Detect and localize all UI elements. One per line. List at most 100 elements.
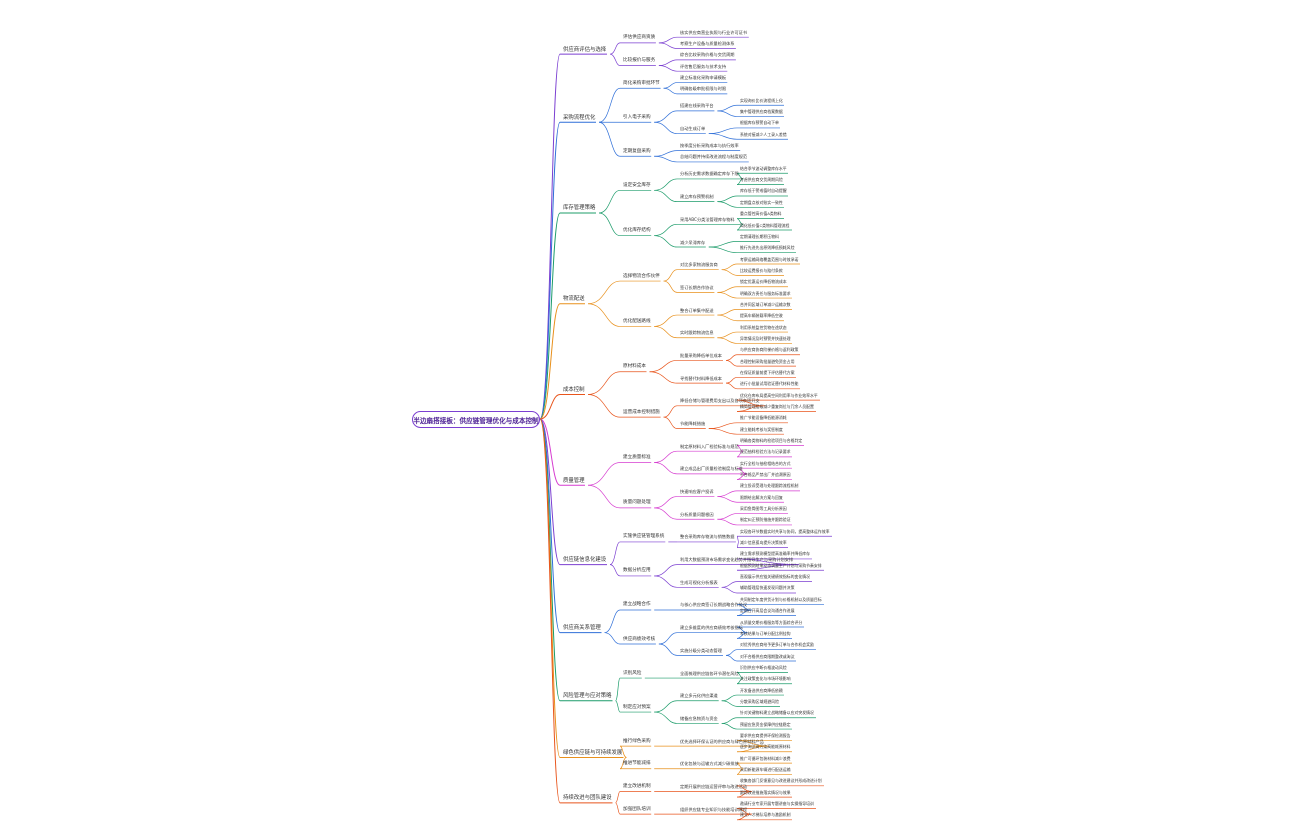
leaf-topic[interactable]: 推广可循环包装材料减少浪费	[740, 755, 791, 761]
leaf-topic[interactable]: 优化包装与运输方式减少碳排放	[680, 761, 739, 767]
leaf-topic[interactable]: 分析历史需求数据确定库存下限	[680, 171, 739, 177]
leaf-topic[interactable]: 系统对接减少人工录入差错	[740, 131, 787, 137]
leaf-topic[interactable]: 邀请行业专家开展专题讲座与实操指导培训	[740, 800, 814, 806]
leaf-topic[interactable]: 进行小批量试用验证替代材料性能	[740, 381, 799, 387]
leaf-topic[interactable]: 库存低于警戒值时自动提醒	[740, 188, 787, 194]
leaf-topic[interactable]: 建立库存预警机制	[680, 194, 714, 200]
leaf-topic[interactable]: 寻找替代材料降低成本	[680, 375, 722, 381]
leaf-topic[interactable]: 全面梳理供应链各环节潜在风险	[680, 670, 739, 676]
leaf-topic[interactable]: 收集各部门反馈意见与改进建议并形成改进计划	[740, 778, 822, 784]
leaf-topic[interactable]: 开发备选供应商降低依赖	[740, 687, 783, 693]
leaf-topic[interactable]: 优先选择环保认证的供应商与绿色原材料产品	[680, 738, 764, 744]
leaf-topic[interactable]: 考察运输网络覆盖范围与时效承诺	[740, 256, 799, 262]
leaf-topic[interactable]: 逐步淘汰高污染高能耗原材料	[740, 744, 791, 750]
subtopic[interactable]: 简化采购审批环节	[623, 80, 660, 86]
leaf-topic[interactable]: 比较运费报价与赔付条款	[740, 267, 783, 273]
leaf-topic[interactable]: 提高车辆装载率降低空驶	[740, 313, 783, 319]
leaf-topic[interactable]: 推行先进先出原则降低损耗风险	[740, 245, 795, 251]
leaf-topic[interactable]: 根据库存预警自动下单	[740, 120, 779, 126]
leaf-topic[interactable]: 综合比较采购价格与交货周期	[680, 52, 735, 58]
leaf-topic[interactable]: 不合格品严禁出厂并追溯原因	[740, 472, 791, 478]
main-branch-topic[interactable]: 绿色供应链与可持续发展	[563, 749, 623, 756]
leaf-topic[interactable]: 关注政策变化与市场环境影响	[740, 676, 791, 682]
leaf-topic[interactable]: 采用新能源车辆进行配送运输	[740, 766, 791, 772]
subtopic[interactable]: 建立质量标准	[623, 455, 651, 461]
leaf-topic[interactable]: 识别供应中断价格波动风险	[740, 664, 787, 670]
leaf-topic[interactable]: 签订长期合作协议	[680, 284, 714, 290]
leaf-topic[interactable]: 利用大数据预测市场需求变化趋势并指导生产与采购计划安排	[680, 557, 794, 563]
leaf-topic[interactable]: 考核结果与订单分配比例挂钩	[740, 630, 791, 636]
leaf-topic[interactable]: 减少信息孤岛提升决策效率	[740, 540, 787, 546]
leaf-topic[interactable]: 定期盘点核对账实一致性	[740, 199, 783, 205]
subtopic[interactable]: 推行绿色采购	[623, 738, 651, 744]
leaf-topic[interactable]: 共同制定年度供货计划与价格机制以及质量目标	[740, 596, 822, 602]
leaf-topic[interactable]: 集中管理供应商档案数据	[740, 109, 783, 115]
leaf-topic[interactable]: 核实供应商营业执照与行业许可证书	[680, 29, 748, 35]
leaf-topic[interactable]: 限期给出解决方案与回复	[740, 494, 783, 500]
main-branch-topic[interactable]: 供应商评估与选择	[563, 46, 607, 53]
leaf-topic[interactable]: 制定原材料入厂检验标准与规范	[680, 443, 739, 449]
subtopic[interactable]: 比较报价与服务	[623, 58, 656, 64]
subtopic[interactable]: 选择物流合作伙伴	[623, 273, 660, 279]
subtopic[interactable]: 评估供应商资质	[623, 35, 656, 41]
leaf-topic[interactable]: 根据预测结果动态调整生产计划与采购节奏安排	[740, 562, 822, 568]
leaf-topic[interactable]: 建立成品出厂质量检验制度与标准	[680, 466, 743, 472]
leaf-topic[interactable]: 实行全检与抽检相结合的方式	[740, 460, 791, 466]
subtopic[interactable]: 引入电子采购	[623, 114, 651, 120]
main-branch-topic[interactable]: 风险管理与应对策略	[563, 693, 612, 700]
leaf-topic[interactable]: 整合订单集中配送	[680, 307, 714, 313]
leaf-topic[interactable]: 实施分级分类动态管理	[680, 647, 722, 653]
subtopic[interactable]: 建立战略合作	[623, 602, 651, 608]
main-branch-topic[interactable]: 采购流程优化	[563, 114, 596, 121]
subtopic[interactable]: 加强团队培训	[623, 806, 651, 812]
leaf-topic[interactable]: 定期清理长期积压物料	[740, 233, 779, 239]
leaf-topic[interactable]: 预留应急资金保障供应链稳定	[740, 721, 791, 727]
leaf-topic[interactable]: 搭建在线采购平台	[680, 103, 714, 109]
leaf-topic[interactable]: 结合季节波动调整库存水平	[740, 165, 787, 171]
leaf-topic[interactable]: 优化仓库布局提高空间利用率与作业效率水平	[740, 392, 818, 398]
leaf-topic[interactable]: 自动生成订单	[680, 126, 706, 132]
leaf-topic[interactable]: 考察生产设备与质量检测体系	[680, 41, 735, 46]
leaf-topic[interactable]: 批量采购降低单位成本	[680, 352, 722, 358]
leaf-topic[interactable]: 异常情况及时预警并快速处理	[740, 335, 791, 341]
leaf-topic[interactable]: 从质量交期价格服务等方面综合评分	[740, 619, 803, 625]
subtopic[interactable]: 优化配送路线	[623, 318, 651, 324]
leaf-topic[interactable]: 按季度分析采购成本与执行效率	[680, 143, 739, 149]
main-branch-topic[interactable]: 库存管理策略	[563, 205, 596, 212]
main-branch-topic[interactable]: 供应链信息化建设	[563, 557, 607, 564]
leaf-topic[interactable]: 利用系统监控货物在途状态	[740, 324, 787, 330]
leaf-topic[interactable]: 跟踪改进措施落实情况与效果	[740, 789, 791, 795]
leaf-topic[interactable]: 分析质量问题根因	[680, 511, 714, 517]
leaf-topic[interactable]: 储备应急物资与资金	[680, 715, 718, 721]
leaf-topic[interactable]: 合并同区域订单减少运输次数	[740, 301, 791, 307]
leaf-topic[interactable]: 建立投诉受理与处理跟踪流程机制	[740, 483, 799, 489]
leaf-topic[interactable]: 明确各类物料的检验项目与合格判定	[740, 438, 803, 443]
leaf-topic[interactable]: 对优秀供应商给予更多订单与合作机会奖励	[740, 642, 814, 648]
leaf-topic[interactable]: 建立人才梯队培养与激励机制	[740, 812, 791, 818]
leaf-topic[interactable]: 制定纠正预防措施并跟踪验证	[740, 517, 791, 523]
subtopic[interactable]: 实施供应链管理系统	[623, 534, 665, 540]
leaf-topic[interactable]: 明确双方责任与服务标准要求	[740, 290, 791, 296]
leaf-topic[interactable]: 考虑供应商交货周期风险	[740, 177, 783, 183]
leaf-topic[interactable]: 总结问题并持续改进流程与制度规范	[680, 154, 748, 160]
leaf-topic[interactable]: 定期召开高层会议沟通合作进展	[740, 608, 795, 614]
leaf-topic[interactable]: 降低仓储与管理费用支出以及各项杂项开支	[680, 398, 760, 404]
leaf-topic[interactable]: 明确各级审批权限与时限	[680, 86, 727, 92]
main-branch-topic[interactable]: 供应商关系管理	[563, 625, 601, 632]
leaf-topic[interactable]: 锁定优惠运价降低物流成本	[740, 279, 787, 285]
leaf-topic[interactable]: 要求供应商提供环保检测报告	[740, 732, 791, 738]
leaf-topic[interactable]: 快速响应客户投诉	[680, 489, 714, 495]
root-topic[interactable]: 半边扇搭接板：供应链管理优化与成本控制	[412, 411, 540, 428]
leaf-topic[interactable]: 推广节能设备降低能源消耗	[740, 415, 787, 421]
subtopic[interactable]: 质量问题处理	[623, 500, 651, 506]
subtopic[interactable]: 运营成本控制措施	[623, 409, 660, 415]
leaf-topic[interactable]: 与核心供应商签订长期战略合作协议	[680, 602, 748, 608]
leaf-topic[interactable]: 规范抽样检验方法与记录要求	[740, 449, 791, 455]
leaf-topic[interactable]: 精简管理层级减少重复岗位与冗余人员配置	[740, 403, 814, 409]
leaf-topic[interactable]: 组织供应链专业知识与技能培训课程	[680, 806, 748, 812]
leaf-topic[interactable]: 建立标准化采购申请模板	[680, 75, 727, 81]
leaf-topic[interactable]: 建立需求预测模型提高准确率并降低库存	[740, 551, 811, 557]
subtopic[interactable]: 设定安全库存	[623, 182, 651, 188]
leaf-topic[interactable]: 合理控制采购批量避免资金占用	[740, 358, 795, 364]
subtopic[interactable]: 数据分析应用	[623, 568, 651, 574]
